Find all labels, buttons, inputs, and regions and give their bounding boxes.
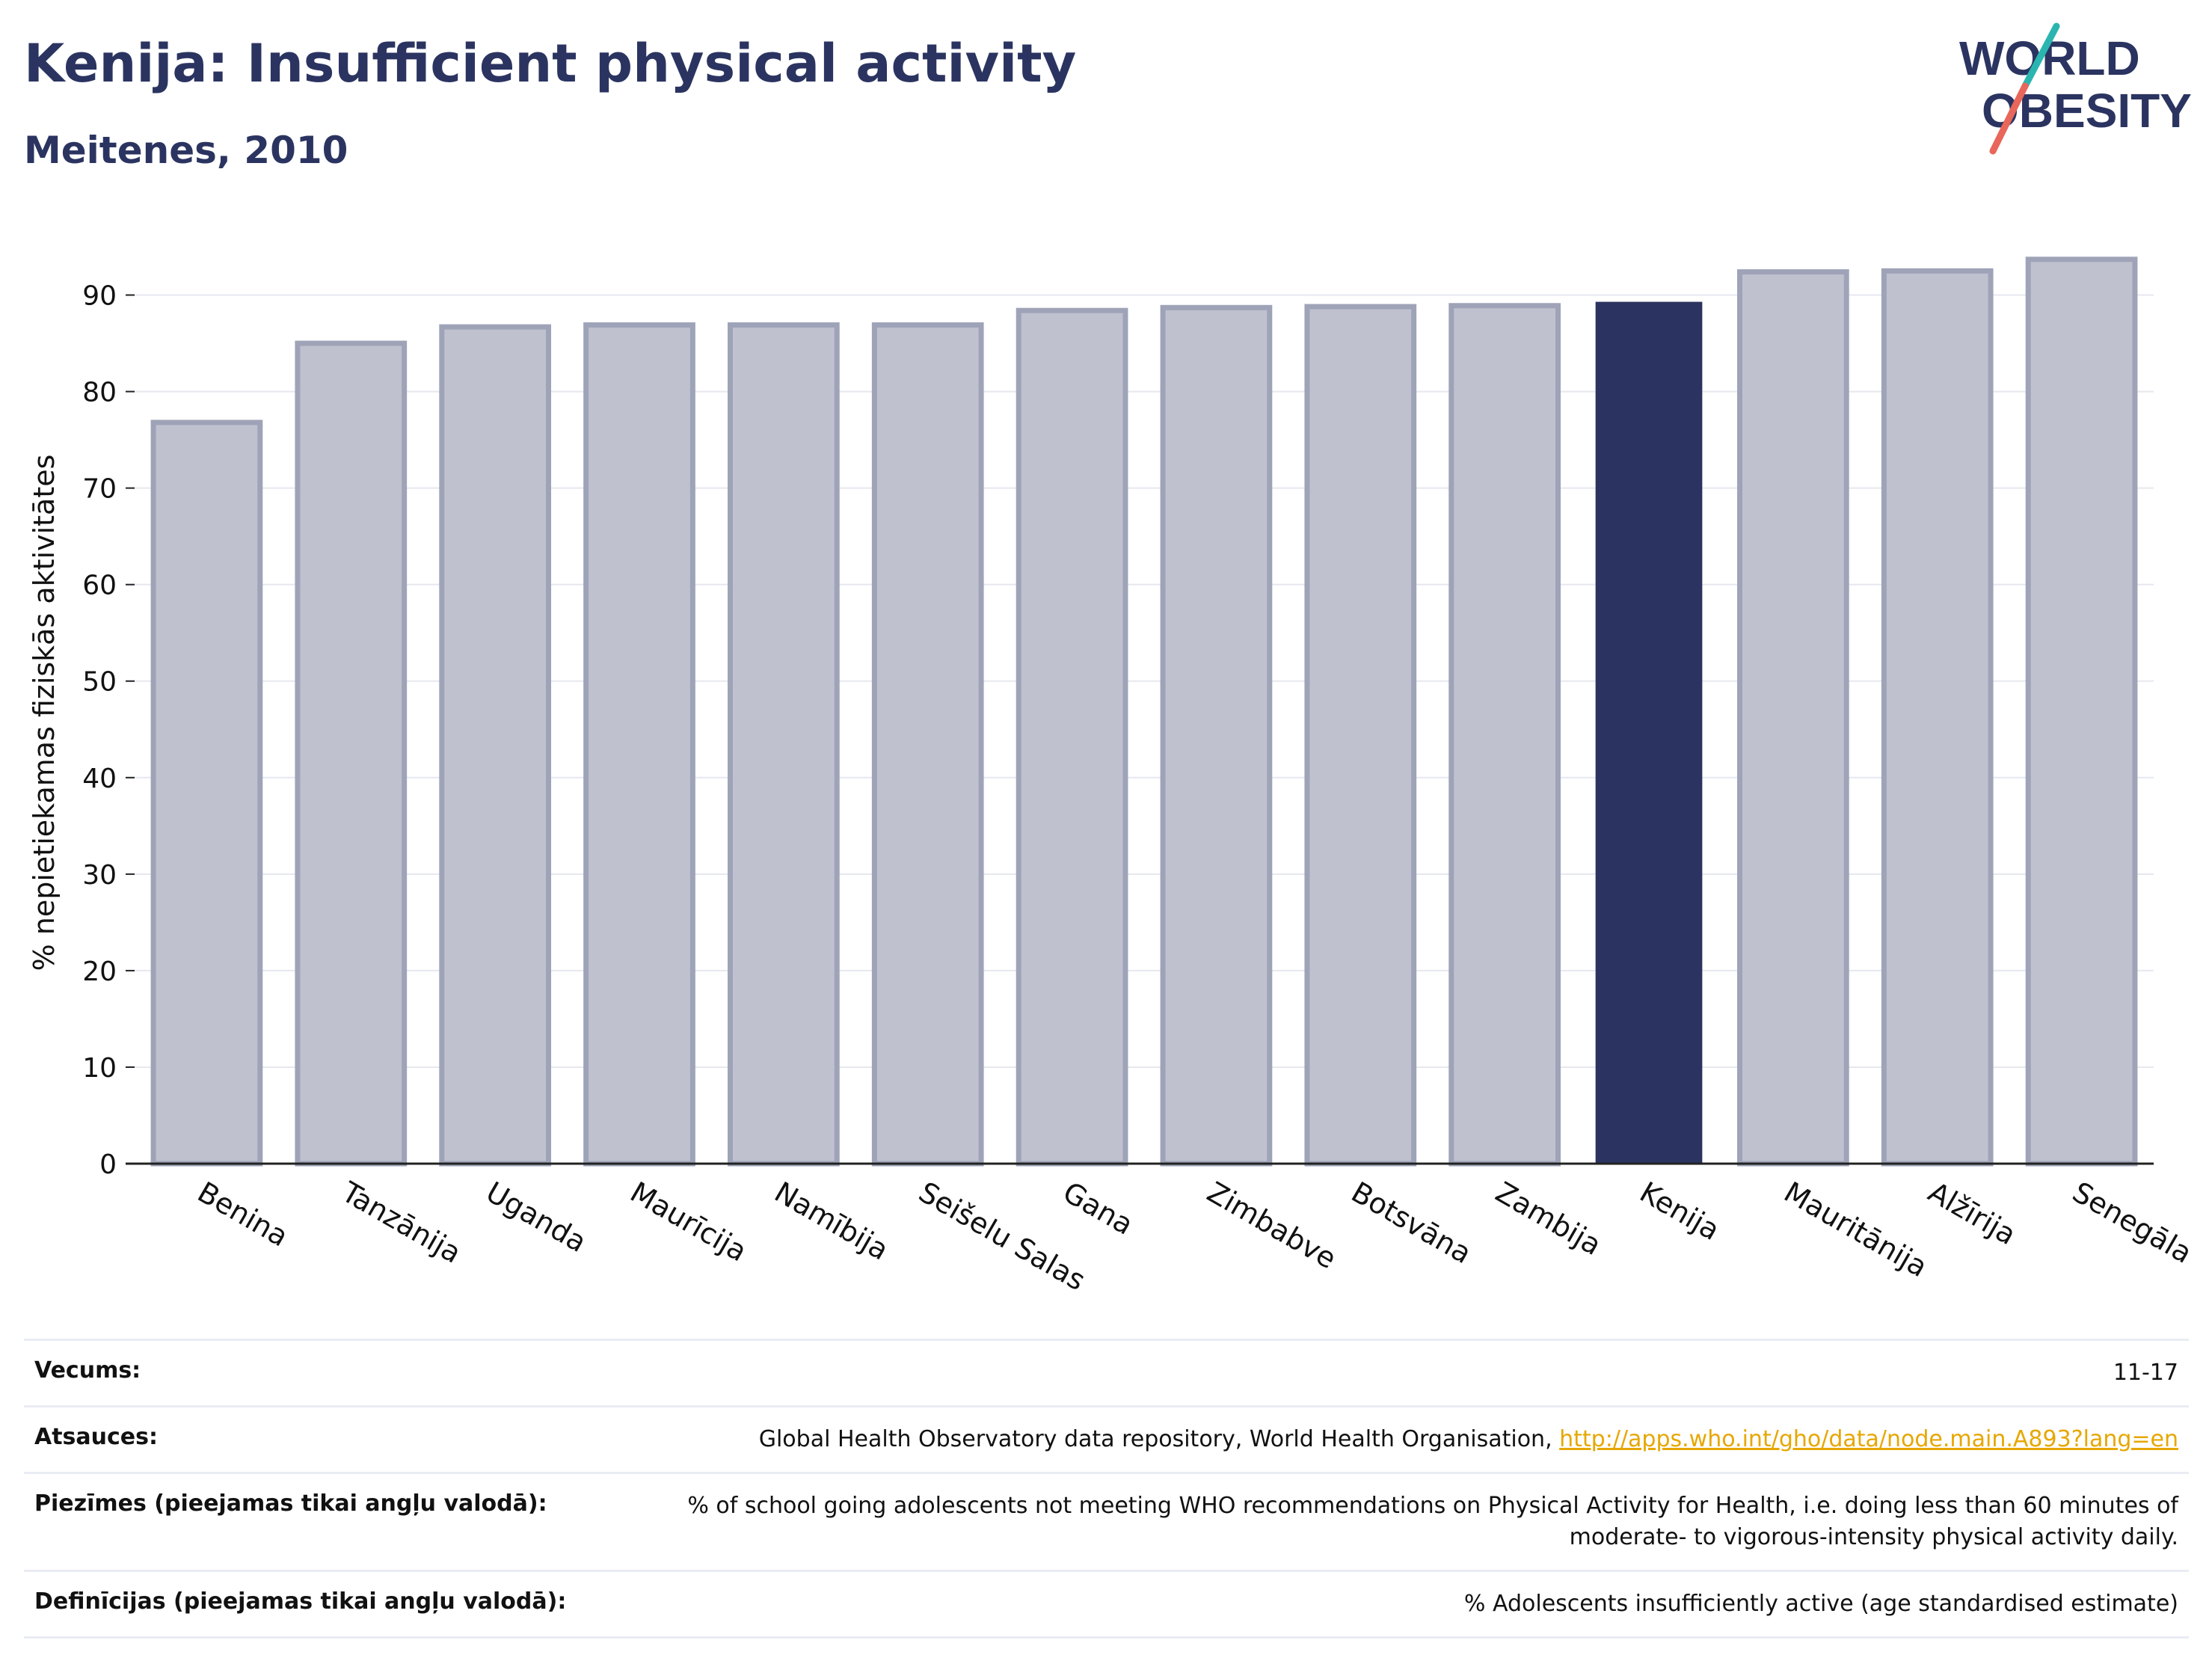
logo-text-obesity: OBESITY — [1982, 84, 2192, 138]
bar-uganda — [439, 324, 551, 1167]
bar-namībija — [728, 322, 840, 1167]
x-tick-label: Benina — [192, 1176, 294, 1253]
logo-slash-red — [1989, 82, 2029, 155]
y-tick-label: 40 — [82, 764, 117, 794]
y-tick-label: 60 — [82, 571, 117, 601]
bar-chart: 0 10 20 30 40 50 60 70 80 90 Benina Tanzānija Ugand… — [28, 257, 2198, 1297]
x-tick-label: Senegāla — [2067, 1176, 2198, 1270]
meta-label: Atsauces: — [34, 1424, 158, 1450]
x-tick-label: Kenija — [1635, 1176, 1725, 1247]
x-tick-label: Alžīrija — [1923, 1176, 2021, 1252]
bars — [150, 257, 2138, 1167]
bar-maurīcija — [583, 322, 695, 1167]
x-tick-label: Tanzānija — [336, 1175, 467, 1270]
meta-row-age: Vecums: 11-17 — [24, 1339, 2189, 1405]
meta-row-definitions: Definīcijas (pieejamas tikai angļu valod… — [24, 1570, 2189, 1639]
world-obesity-logo: WORLD OBESITY — [1959, 22, 2192, 155]
bar-benina — [150, 420, 263, 1167]
y-tick-label: 30 — [82, 860, 117, 891]
x-tick-labels: Benina Tanzānija Uganda Maurīcija Namībija Se… — [192, 1175, 2198, 1297]
x-tick-label: Gana — [1057, 1176, 1139, 1241]
x-tick-label: Zimbabve — [1202, 1176, 1342, 1276]
chart-title: Kenija: Insufficient physical activity — [24, 33, 1077, 94]
grid-lines — [126, 294, 2154, 1164]
source-link[interactable]: http://apps.who.int/gho/data/node.main.A… — [1559, 1426, 2178, 1452]
bar-tanzānija — [295, 340, 408, 1167]
x-tick-label: Maurīcija — [625, 1176, 753, 1268]
bar-zambija — [1448, 303, 1561, 1167]
bar-mauritānija — [1737, 269, 1849, 1167]
y-tick-label: 0 — [99, 1149, 117, 1180]
y-tick-label: 50 — [82, 667, 117, 698]
meta-label: Definīcijas (pieejamas tikai angļu valod… — [34, 1588, 567, 1615]
x-tick-label: Botsvāna — [1346, 1176, 1477, 1271]
y-tick-labels: 0 10 20 30 40 50 60 70 80 90 — [82, 281, 117, 1180]
bar-senegāla — [2025, 257, 2138, 1167]
x-tick-label: Mauritānija — [1778, 1176, 1932, 1284]
meta-value: Global Health Observatory data repositor… — [758, 1426, 1560, 1452]
bar-botsvāna — [1304, 304, 1417, 1167]
meta-value: % Adolescents insufficiently active (age… — [1463, 1591, 2178, 1617]
y-tick-label: 10 — [82, 1053, 117, 1084]
meta-value: % of school going adolescents not meetin… — [687, 1493, 2178, 1550]
bar-gana — [1016, 307, 1128, 1167]
y-tick-label: 80 — [82, 378, 117, 408]
y-tick-label: 90 — [82, 281, 117, 312]
meta-row-notes: Piezīmes (pieejamas tikai angļu valodā):… — [24, 1472, 2189, 1570]
meta-value: 11-17 — [2113, 1360, 2178, 1386]
bar-kenija — [1595, 301, 1703, 1164]
bar-alžīrija — [1881, 268, 1994, 1167]
metadata-table: Vecums: 11-17 Atsauces: Global Health Ob… — [24, 1339, 2189, 1639]
y-tick-label: 70 — [82, 474, 117, 505]
bar-zimbabve — [1160, 304, 1273, 1167]
logo-slash-teal — [2021, 22, 2060, 90]
meta-value-wrapper: Global Health Observatory data repositor… — [218, 1424, 2178, 1455]
x-tick-label: Uganda — [481, 1176, 592, 1259]
x-tick-label: Zambija — [1490, 1176, 1607, 1262]
chart-subtitle: Meitenes, 2010 — [24, 129, 348, 172]
y-axis-label: % nepietiekamas fiziskās aktivitātes — [28, 455, 61, 971]
bar-seišelu-salas — [871, 322, 984, 1167]
meta-label: Piezīmes (pieejamas tikai angļu valodā): — [34, 1490, 547, 1517]
meta-label: Vecums: — [34, 1357, 141, 1384]
x-tick-label: Namībija — [769, 1176, 894, 1267]
y-tick-label: 20 — [82, 957, 117, 987]
meta-row-references: Atsauces: Global Health Observatory data… — [24, 1405, 2189, 1472]
